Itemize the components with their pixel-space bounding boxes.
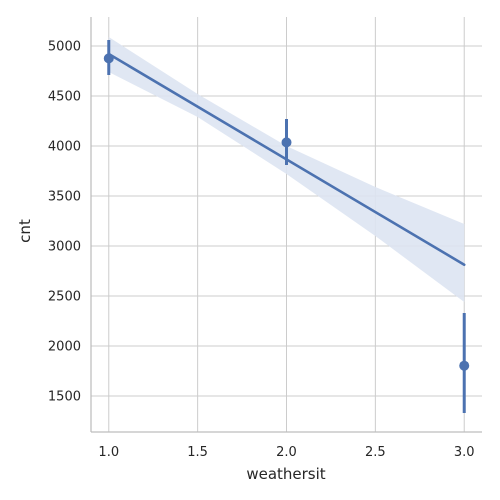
points-layer bbox=[103, 40, 470, 413]
y-tick-label: 2000 bbox=[48, 340, 81, 355]
y-axis-label: cnt bbox=[16, 219, 34, 243]
x-tick-label: 2.5 bbox=[365, 445, 386, 460]
x-axis-label: weathersit bbox=[246, 465, 325, 483]
axes bbox=[90, 17, 482, 433]
confidence-band bbox=[108, 37, 465, 302]
confidence-band-layer bbox=[108, 37, 465, 302]
data-point bbox=[281, 137, 292, 148]
x-tick-label: 1.5 bbox=[187, 445, 208, 460]
y-tick-label: 1500 bbox=[48, 390, 81, 405]
x-tick-label: 1.0 bbox=[98, 445, 119, 460]
y-tick-label: 4000 bbox=[48, 140, 81, 155]
data-point bbox=[103, 53, 114, 64]
y-tick-label: 5000 bbox=[48, 40, 81, 55]
data-point bbox=[459, 360, 470, 371]
x-tick-label: 2.0 bbox=[276, 445, 297, 460]
y-tick-label: 4500 bbox=[48, 90, 81, 105]
x-tick-label: 3.0 bbox=[454, 445, 475, 460]
y-tick-label: 3500 bbox=[48, 190, 81, 205]
y-tick-label: 2500 bbox=[48, 290, 81, 305]
y-tick-label: 3000 bbox=[48, 240, 81, 255]
tick-labels: 1.0 1.5 2.0 2.5 3.0 1500 2000 2500 3000 3500 4000 4… bbox=[48, 40, 475, 461]
